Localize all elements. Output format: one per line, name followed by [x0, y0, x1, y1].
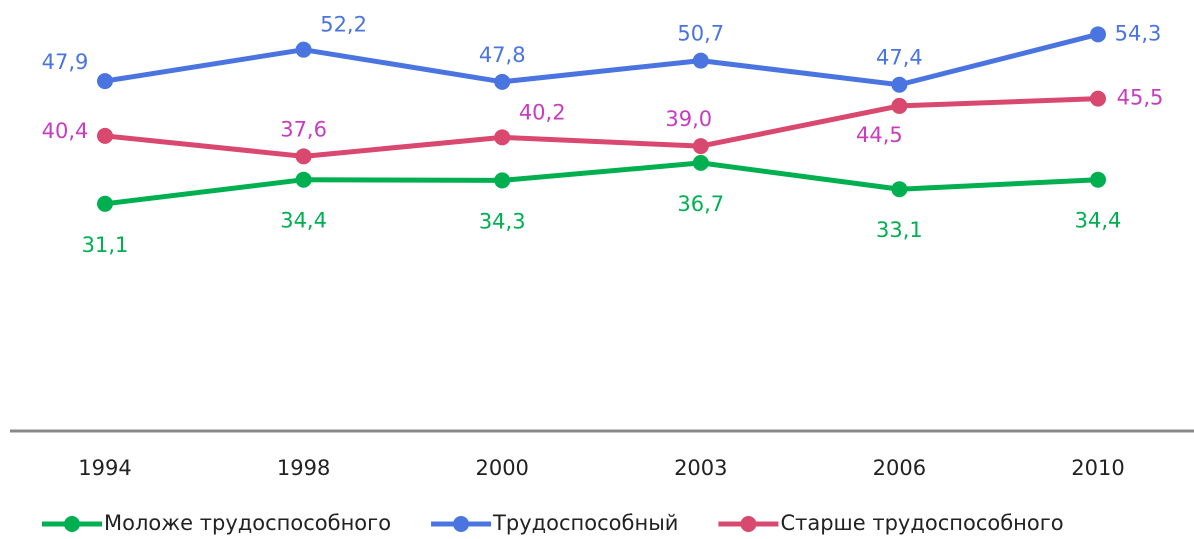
data-point — [97, 195, 113, 212]
data-label: 52,2 — [320, 13, 367, 37]
data-point — [494, 73, 511, 90]
data-label: 40,4 — [42, 119, 89, 143]
data-label: 50,7 — [677, 22, 724, 46]
data-point — [295, 171, 312, 188]
data-label: 47,9 — [42, 50, 89, 74]
data-label: 54,3 — [1115, 21, 1162, 45]
data-label: 45,5 — [1117, 86, 1164, 110]
data-point — [1090, 171, 1106, 188]
legend-marker — [740, 516, 757, 532]
data-point — [97, 73, 113, 90]
series-line — [104, 160, 1099, 207]
x-tick-label: 1994 — [78, 456, 131, 480]
data-label: 33,1 — [876, 218, 923, 242]
legend-marker — [453, 516, 470, 532]
data-label: 44,5 — [856, 123, 903, 147]
data-label: 40,2 — [519, 100, 566, 124]
data-point — [891, 181, 908, 198]
legend-label: Старше трудоспособного — [780, 511, 1063, 535]
data-point — [295, 41, 312, 58]
data-point — [1090, 90, 1106, 107]
data-label: 31,1 — [82, 233, 129, 257]
series-line — [104, 96, 1099, 159]
data-label: 36,7 — [677, 192, 724, 216]
legend-label: Трудоспособный — [492, 511, 678, 535]
data-point — [494, 129, 511, 146]
x-tick-label: 2003 — [674, 456, 727, 480]
data-point — [295, 148, 312, 165]
data-point — [1090, 26, 1106, 43]
data-point — [97, 127, 113, 144]
data-point — [692, 138, 709, 155]
data-point — [891, 97, 908, 114]
data-label: 34,4 — [1075, 209, 1122, 233]
data-point — [891, 76, 908, 93]
data-point — [692, 154, 709, 171]
x-tick-label: 2006 — [873, 456, 926, 480]
legend-label: Моложе трудоспособного — [104, 511, 391, 535]
data-label: 47,8 — [479, 43, 526, 67]
data-label: 47,4 — [876, 46, 923, 70]
series-line — [104, 31, 1099, 88]
data-point — [494, 172, 511, 189]
data-label: 34,3 — [479, 209, 526, 233]
data-point — [692, 52, 709, 69]
legend-marker — [64, 516, 80, 532]
x-tick-label: 1998 — [277, 456, 330, 480]
data-label: 39,0 — [665, 107, 712, 131]
data-label: 34,4 — [280, 209, 327, 233]
x-tick-label: 2010 — [1071, 456, 1124, 480]
data-label: 37,6 — [280, 117, 327, 141]
x-tick-label: 2000 — [475, 456, 528, 480]
